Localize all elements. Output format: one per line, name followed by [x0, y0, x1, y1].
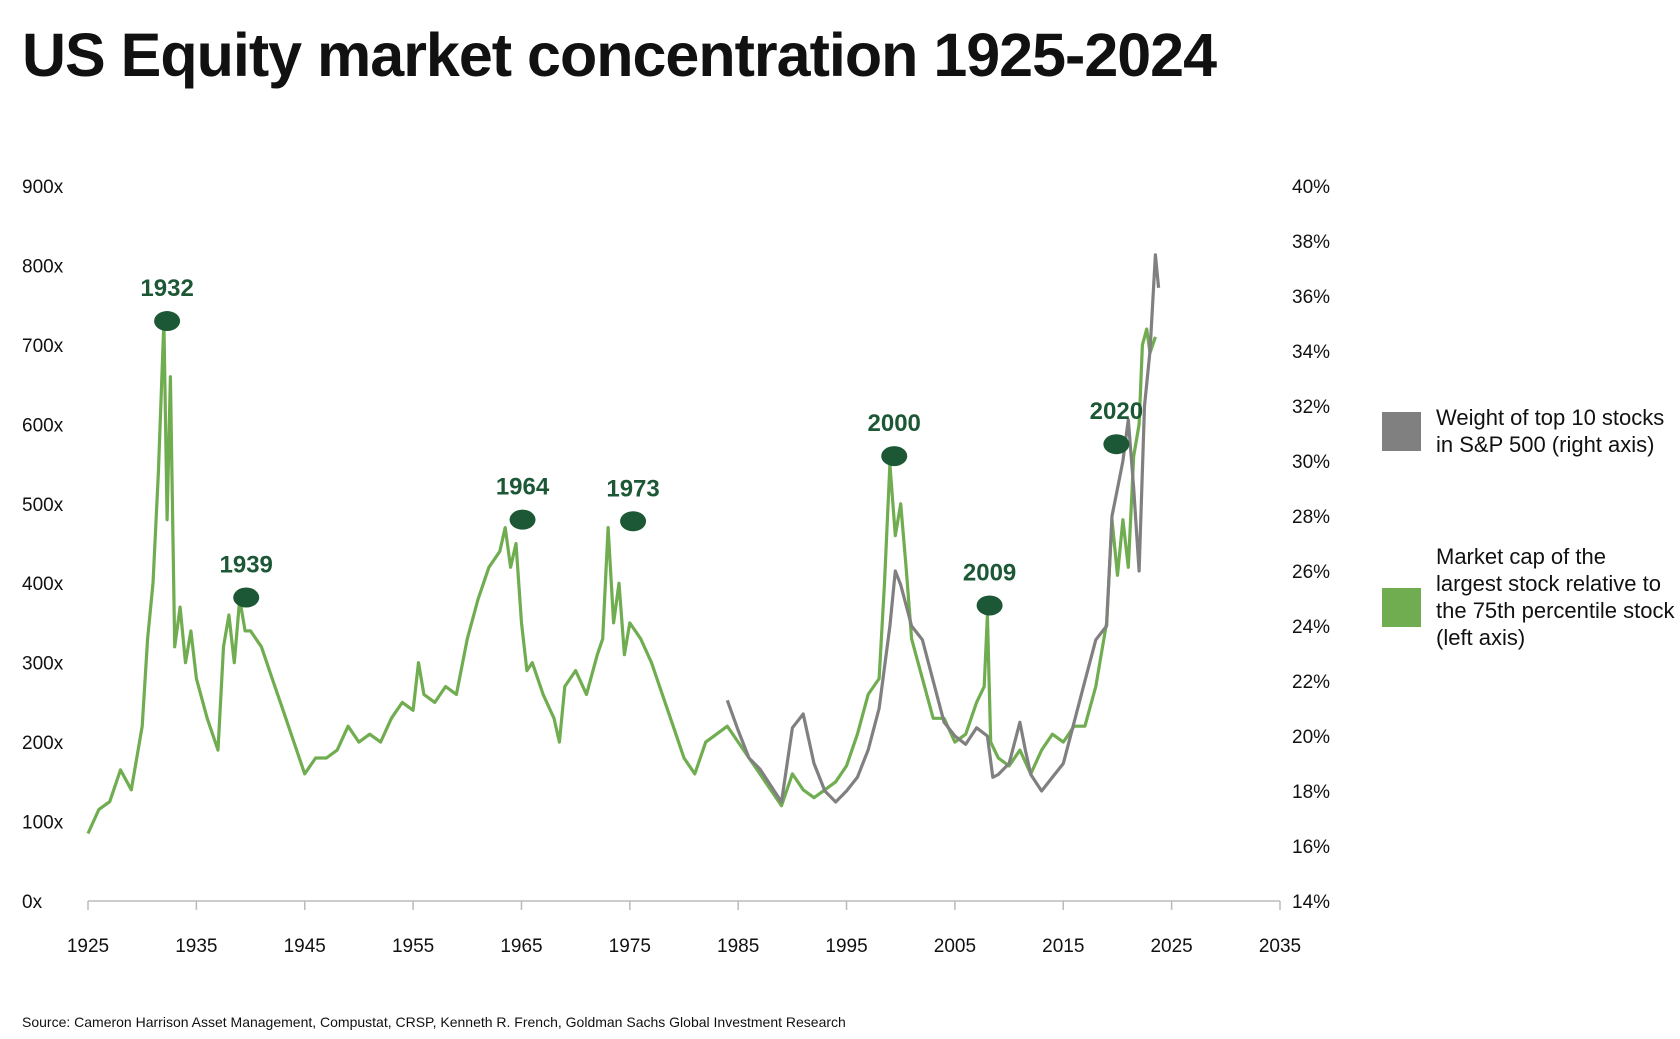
right-y-tick-label: 30%: [1292, 452, 1330, 473]
annotation-marker: [620, 511, 647, 532]
annotation-marker: [154, 311, 181, 332]
left-y-tick-label: 800x: [22, 256, 64, 277]
left-y-tick-label: 0x: [22, 892, 43, 913]
left-y-tick-label: 200x: [22, 733, 64, 754]
x-tick-label: 1955: [392, 936, 434, 957]
legend-label: Weight of top 10 stocks in S&P 500 (righ…: [1436, 405, 1665, 457]
left-y-tick-label: 400x: [22, 574, 64, 595]
right-y-tick-label: 26%: [1292, 562, 1330, 583]
annotation-marker: [509, 509, 536, 530]
left-y-tick-label: 900x: [22, 177, 64, 198]
annotation-marker: [976, 595, 1003, 616]
x-tick-label: 1935: [175, 936, 217, 957]
x-tick-label: 2015: [1042, 936, 1084, 957]
annotation-marker: [881, 446, 908, 467]
chart-plot: 1925 1935 1945 1955 1965 1975 1985 1995 2005 2015…: [22, 177, 1330, 957]
x-tick-label: 2025: [1150, 936, 1192, 957]
right-y-tick-label: 28%: [1292, 507, 1330, 528]
left-y-tick-label: 700x: [22, 336, 64, 357]
right-y-tick-label: 22%: [1292, 672, 1330, 693]
x-tick-label: 1945: [284, 936, 326, 957]
x-tick-label: 1985: [717, 936, 759, 957]
annotation-label: 1939: [220, 552, 273, 579]
right-y-tick-label: 40%: [1292, 177, 1330, 198]
annotation-label: 1932: [140, 275, 193, 302]
annotation-label: 2000: [868, 410, 921, 437]
x-tick-label: 1925: [67, 936, 109, 957]
annotation-label: 1973: [606, 475, 659, 502]
right-y-tick-label: 32%: [1292, 397, 1330, 418]
series-line-largest-stock: [86, 319, 1157, 835]
right-y-tick-label: 20%: [1292, 727, 1330, 748]
right-y-tick-label: 38%: [1292, 232, 1330, 253]
annotation-marker: [1103, 434, 1130, 455]
x-tick-label: 1995: [825, 936, 867, 957]
left-y-tick-label: 500x: [22, 495, 64, 516]
annotation-marker: [233, 587, 260, 608]
legend-item-top10-weight: Weight of top 10 stocks in S&P 500 (righ…: [1382, 405, 1664, 457]
legend-swatch-green: [1382, 588, 1421, 627]
source-note: Source: Cameron Harrison Asset Managemen…: [22, 1014, 846, 1030]
x-tick-label: 1965: [500, 936, 542, 957]
left-y-tick-label: 300x: [22, 654, 64, 675]
annotation-label: 1964: [496, 474, 550, 501]
right-y-tick-label: 34%: [1292, 342, 1330, 363]
x-tick-label: 2005: [934, 936, 976, 957]
legend-swatch-gray: [1382, 412, 1421, 451]
x-tick-label: 1975: [609, 936, 651, 957]
right-y-tick-label: 16%: [1292, 837, 1330, 858]
chart-title: US Equity market concentration 1925-2024: [22, 21, 1217, 89]
x-tick-label: 2035: [1259, 936, 1301, 957]
series-line-top10-weight: [725, 253, 1161, 804]
right-y-tick-label: 18%: [1292, 782, 1330, 803]
annotation-label: 2020: [1090, 398, 1143, 425]
annotation-label: 2009: [963, 559, 1016, 586]
left-y-tick-label: 600x: [22, 415, 64, 436]
right-y-tick-label: 14%: [1292, 892, 1330, 913]
right-y-tick-label: 36%: [1292, 287, 1330, 308]
left-y-tick-label: 100x: [22, 813, 64, 834]
legend-label: Market cap of the largest stock relative…: [1436, 544, 1675, 650]
legend-item-largest-stock: Market cap of the largest stock relative…: [1382, 544, 1674, 650]
right-y-tick-label: 24%: [1292, 617, 1330, 638]
